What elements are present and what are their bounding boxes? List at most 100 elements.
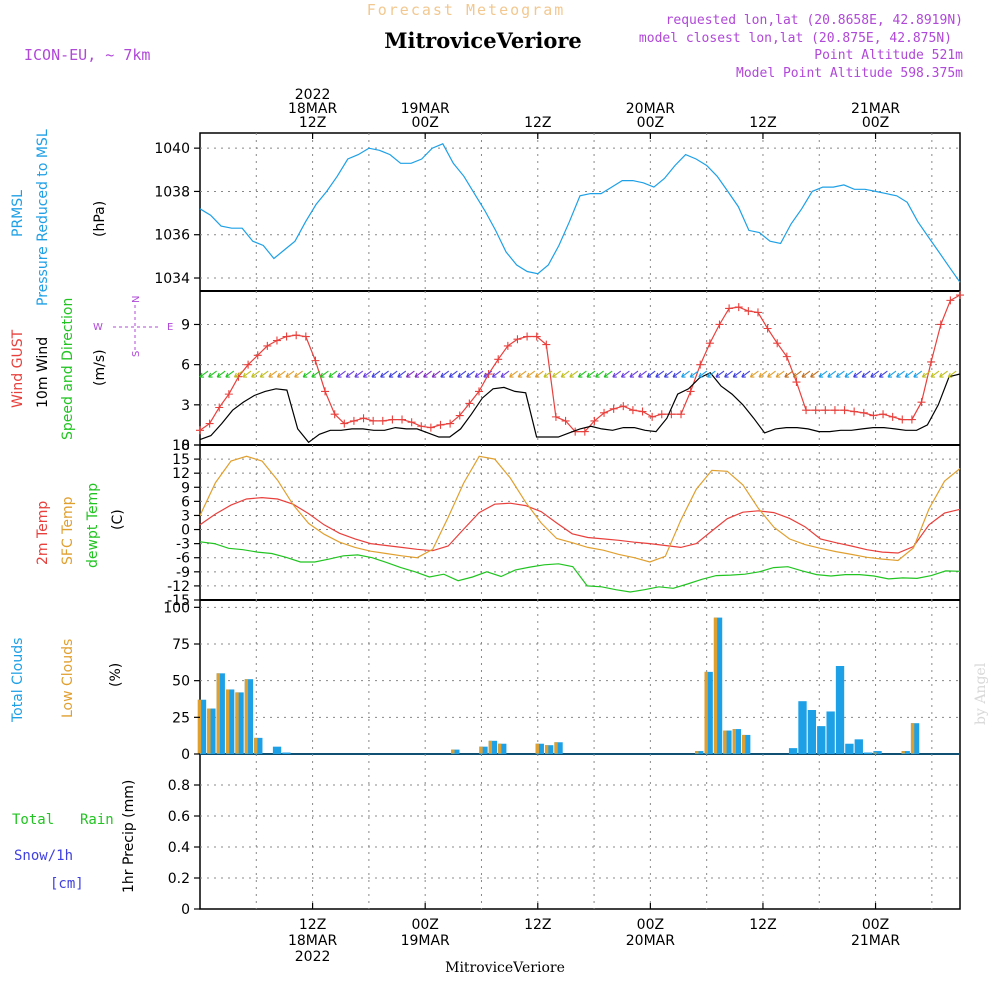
temp-ytick-label: 0 [181,523,190,539]
gust-marker [330,410,339,419]
pressure-ytick-label: 1040 [154,141,190,157]
wind-ytick-label: 6 [181,358,190,374]
wind-10m-label: 10m Wind [35,337,51,408]
wind-direction-arrow [448,370,458,378]
pressure-label-unit: (hPa) [92,201,108,237]
gust-marker [369,416,378,425]
wind-direction-arrow [569,370,579,378]
wind-direction-arrow [861,370,871,378]
bottom-time-label: 12Z [749,917,776,933]
total-cloud-bar [807,710,817,754]
sfc-temp-line [199,455,961,563]
pressure-label-prmsl: PRMSL [10,190,26,237]
temp-ytick-label: -12 [167,579,190,595]
wind-direction-arrow [543,370,553,378]
gust-marker [869,411,878,420]
gust-marker [532,332,541,341]
gust-marker [802,406,811,415]
wind-speed-direction-label: Speed and Direction [60,298,76,440]
gust-marker [753,308,762,317]
wind-direction-arrow [251,370,260,378]
gust-marker [503,341,512,350]
wind-direction-arrow [939,370,948,378]
gust-marker [715,320,724,329]
wind-direction-arrow [216,370,226,378]
low-cloud-bar [704,671,708,754]
wind-direction-arrow [784,370,794,378]
gust-marker [580,427,589,436]
compass-rose: N W E S [93,296,173,357]
data-series [196,143,964,755]
wind-direction-arrow [242,370,252,378]
gust-marker [398,415,407,424]
low-cloud-bar [873,752,877,754]
clouds-ytick-label: 0 [181,747,190,763]
gust-marker [782,352,791,361]
bottom-time-label: 2022 [295,949,331,965]
bottom-time-label: 12Z [524,917,551,933]
gust-marker [686,387,695,396]
super-title: Forecast Meteogram [367,1,566,19]
wind-direction-arrow [887,370,897,378]
wind-direction-arrow [405,370,415,378]
compass-w: W [93,322,103,333]
gust-marker [282,332,291,341]
total-clouds-label: Total Clouds [10,638,26,723]
gust-marker [773,339,782,348]
wind-direction-arrow [741,370,751,378]
total-cloud-bar [272,746,282,754]
top-time-label: 18MAR [288,101,337,117]
gust-marker [224,390,233,399]
temp-dewpt-label: dewpt Temp [85,483,101,568]
gust-marker [946,296,955,305]
wind-direction-arrow [552,370,561,378]
total-cloud-bar [742,734,751,754]
low-cloud-bar [225,689,230,754]
tick-labels: 10341036103810400369-15-12-9-6-303691215… [154,141,200,918]
total-cloud-bar [854,739,863,754]
wind-direction-arrow [345,370,355,378]
wind-direction-arrow [792,370,802,378]
low-cloud-bar [695,751,699,754]
wind-direction-arrow [646,370,656,378]
gust-marker [609,404,618,413]
low-cloud-bar [535,743,539,754]
wind-direction-arrow [431,370,441,378]
outer-frame [199,132,961,910]
total-cloud-bar [695,751,704,754]
precip-total-label: Total [12,812,54,828]
bottom-time-label: 12Z [299,917,326,933]
temp-ytick-label: 15 [172,452,190,468]
temp-ytick-label: 12 [172,466,190,482]
gust-marker [927,357,936,366]
gust-marker [830,406,839,415]
total-cloud-bar [235,692,244,754]
gust-marker [744,307,753,316]
wind-direction-arrow [397,370,407,378]
wind-direction-arrow [749,370,759,378]
gust-marker [523,332,532,341]
wind-direction-arrow [663,370,673,378]
gust-marker [436,420,445,429]
wind-ytick-label: 9 [181,317,190,333]
wind-direction-arrow [466,370,475,378]
gust-marker [455,411,464,420]
wind-direction-arrow [199,370,209,378]
total-cloud-bar [788,748,798,754]
wind-direction-arrow [853,370,862,378]
total-cloud-bar [554,742,563,754]
gust-marker [850,407,859,416]
gust-marker [359,414,368,423]
grid-lines [200,133,960,909]
precip-snow-unit: [cm] [50,876,84,892]
total-cloud-bar [817,726,826,754]
total-cloud-bar [254,737,263,754]
low-cloud-bar [713,617,718,754]
wind-direction-arrow [276,370,286,378]
gust-marker [205,419,214,428]
gust-marker [898,415,907,424]
gust-line [199,294,961,433]
gust-marker [292,331,301,340]
gust-marker [936,320,945,329]
